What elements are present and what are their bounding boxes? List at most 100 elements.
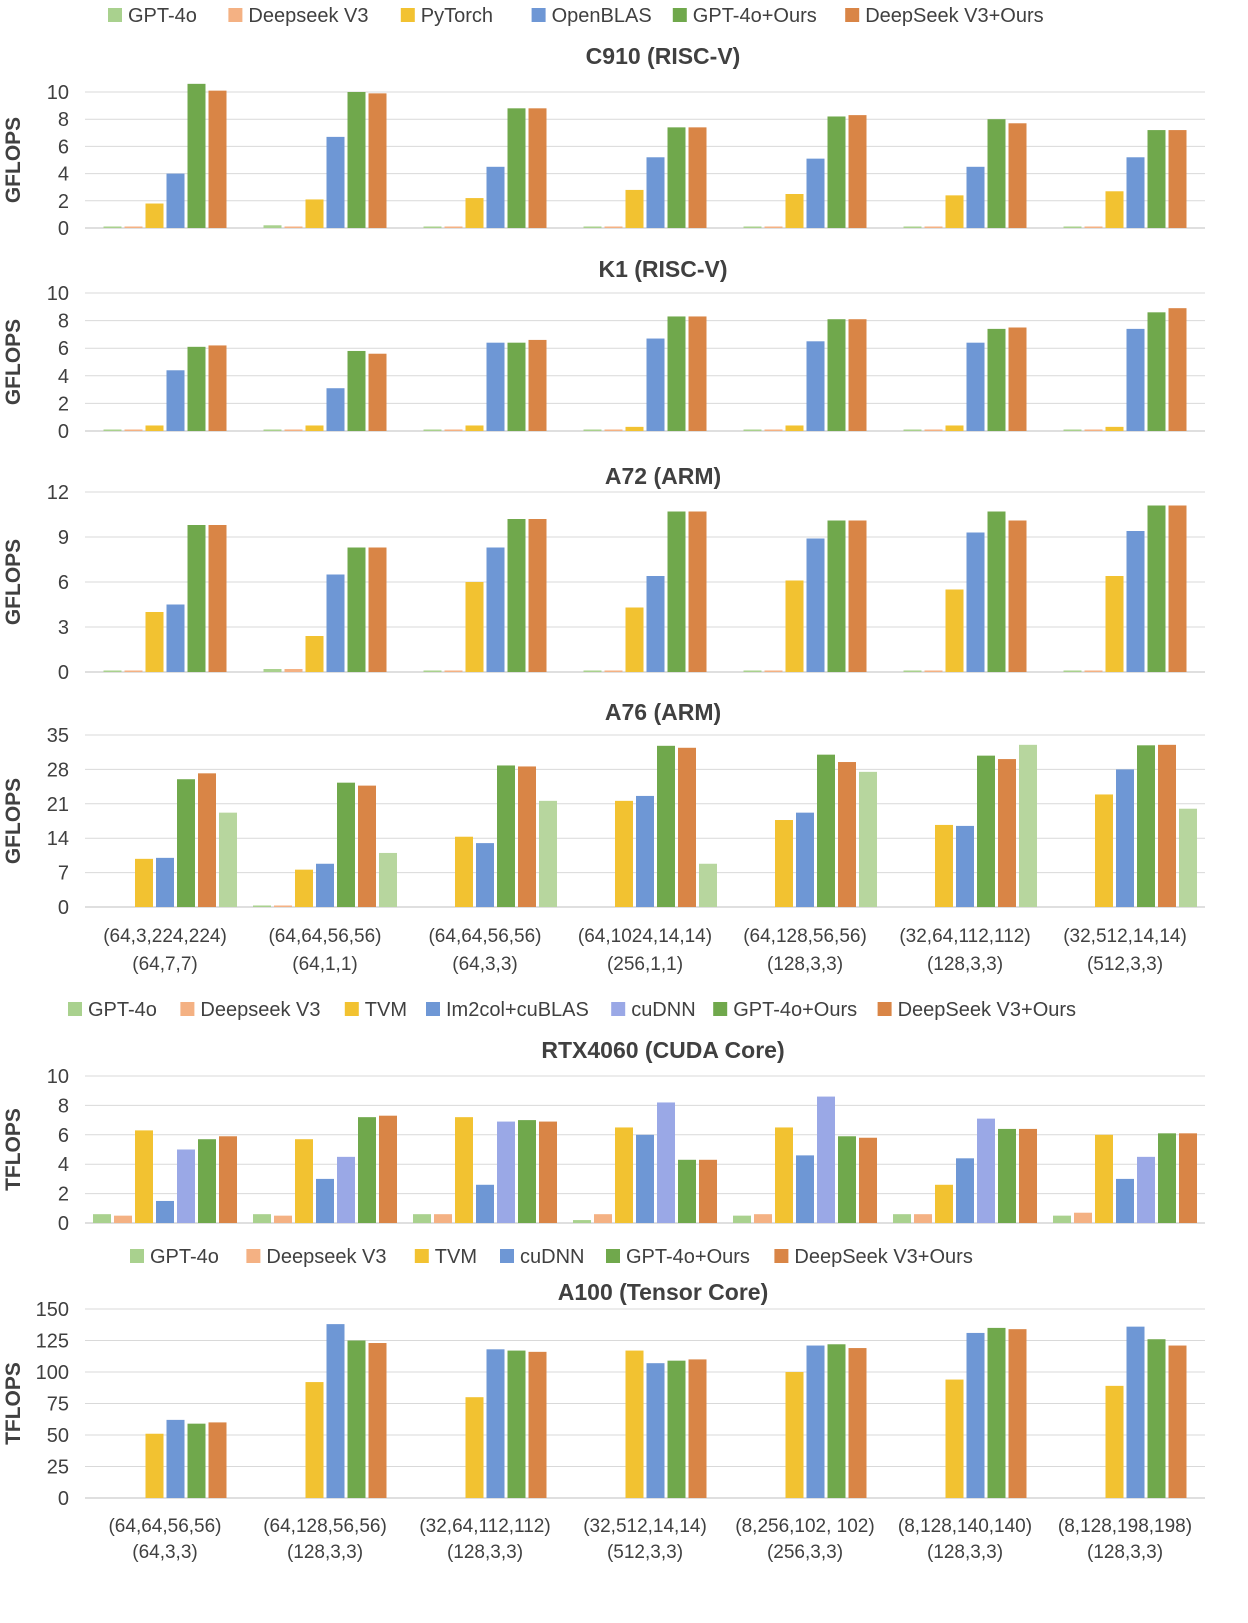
bar — [764, 429, 783, 431]
y-tick-label: 4 — [58, 164, 69, 186]
bar — [156, 1200, 174, 1223]
y-tick-label: 25 — [47, 1457, 69, 1479]
bar — [785, 425, 804, 431]
bar — [1008, 123, 1027, 228]
legend-label: GPT-4o — [88, 999, 157, 1021]
legend-swatch — [108, 8, 122, 22]
legend-label: DeepSeek V3+Ours — [794, 1246, 972, 1268]
y-tick-label: 10 — [47, 1066, 69, 1088]
bar — [124, 670, 143, 672]
bar — [924, 670, 943, 672]
bar — [368, 1343, 387, 1498]
bar — [253, 905, 271, 907]
y-tick-label: 0 — [58, 421, 69, 443]
bar — [507, 1350, 526, 1498]
bar — [1105, 426, 1124, 431]
bar — [528, 519, 547, 672]
x-tick-label: (64,1,1) — [292, 954, 357, 975]
y-tick-label: 2 — [58, 393, 69, 415]
bar — [1116, 769, 1134, 907]
bar — [827, 1344, 846, 1498]
bar — [274, 905, 292, 907]
chart-panel-5: RTX4060 (CUDA Core) TFLOPS 0 2 4 6 8 10 — [2, 1037, 1205, 1235]
bar — [347, 1340, 366, 1498]
bar — [1147, 505, 1166, 672]
bar — [198, 1139, 216, 1223]
x-category-labels-1: (64,3,224,224) (64,7,7) (64,64,56,56) (64,1… — [103, 926, 1187, 975]
bar — [1074, 1212, 1092, 1223]
x-tick-label: (256,3,3) — [767, 1542, 843, 1563]
legend-swatch — [672, 8, 687, 22]
bar — [423, 429, 442, 431]
bar — [145, 612, 164, 672]
x-tick-label: (64,3,224,224) — [103, 926, 227, 947]
y-tick-label: 4 — [58, 1154, 69, 1176]
bar — [1019, 744, 1037, 907]
y-tick-label: 12 — [47, 482, 69, 504]
legend-swatch — [611, 1002, 626, 1016]
bar — [316, 1178, 334, 1223]
bar — [1063, 226, 1082, 228]
legend-swatch — [228, 8, 243, 22]
y-tick-label: 0 — [58, 897, 69, 919]
bar — [1105, 1385, 1124, 1498]
bar — [156, 857, 174, 907]
y-tick-label: 2 — [58, 1184, 69, 1206]
bar — [966, 342, 985, 431]
bar — [785, 1372, 804, 1498]
bar — [486, 166, 505, 228]
bar — [1063, 429, 1082, 431]
bar — [379, 1115, 397, 1223]
x-category-labels-2: (64,64,56,56) (64,3,3) (64,128,56,56) (128,… — [108, 1516, 1192, 1563]
bar — [347, 547, 366, 672]
x-tick-label: (8,128,198,198) — [1058, 1516, 1192, 1537]
bar — [817, 754, 835, 907]
y-tick-label: 28 — [47, 759, 69, 781]
bar — [177, 1149, 195, 1223]
bar — [1137, 1156, 1155, 1223]
bar — [528, 339, 547, 431]
bar — [486, 1349, 505, 1498]
bar — [688, 511, 707, 672]
bar — [775, 1127, 793, 1223]
bar — [987, 1327, 1006, 1498]
x-tick-label: (64,3,3) — [452, 954, 517, 975]
y-tick-label: 6 — [58, 1125, 69, 1147]
bar — [604, 670, 623, 672]
bar — [135, 858, 153, 907]
bar — [646, 1363, 665, 1498]
bar — [284, 226, 303, 228]
bar — [838, 1136, 856, 1223]
bar — [924, 226, 943, 228]
bar — [465, 582, 484, 672]
bar — [476, 1184, 494, 1223]
y-tick-label: 6 — [58, 136, 69, 158]
bar — [337, 782, 355, 907]
bar — [827, 520, 846, 672]
bar — [1158, 744, 1176, 907]
x-tick-label: (512,3,3) — [1087, 954, 1163, 975]
bar — [625, 426, 644, 431]
y-tick-label: 21 — [47, 794, 69, 816]
bar — [263, 669, 282, 672]
bar — [1084, 226, 1103, 228]
bar — [518, 766, 536, 907]
legend-label: Deepseek V3 — [248, 5, 368, 27]
bar — [678, 747, 696, 907]
y-tick-label: 125 — [36, 1331, 69, 1353]
bar — [987, 119, 1006, 228]
legend-swatch — [344, 1002, 359, 1016]
bar — [657, 1102, 675, 1223]
bar — [1063, 670, 1082, 672]
bar — [657, 745, 675, 907]
x-tick-label: (512,3,3) — [607, 1542, 683, 1563]
bar — [1147, 130, 1166, 228]
bar — [667, 1360, 686, 1498]
bar — [518, 1120, 536, 1223]
bar — [987, 511, 1006, 672]
chart-panel-2: K1 (RISC-V) GFLOPS 0 2 4 6 8 10 — [2, 256, 1205, 443]
bar — [326, 388, 345, 431]
bar — [699, 863, 717, 907]
y-axis-label: GFLOPS — [2, 319, 25, 405]
